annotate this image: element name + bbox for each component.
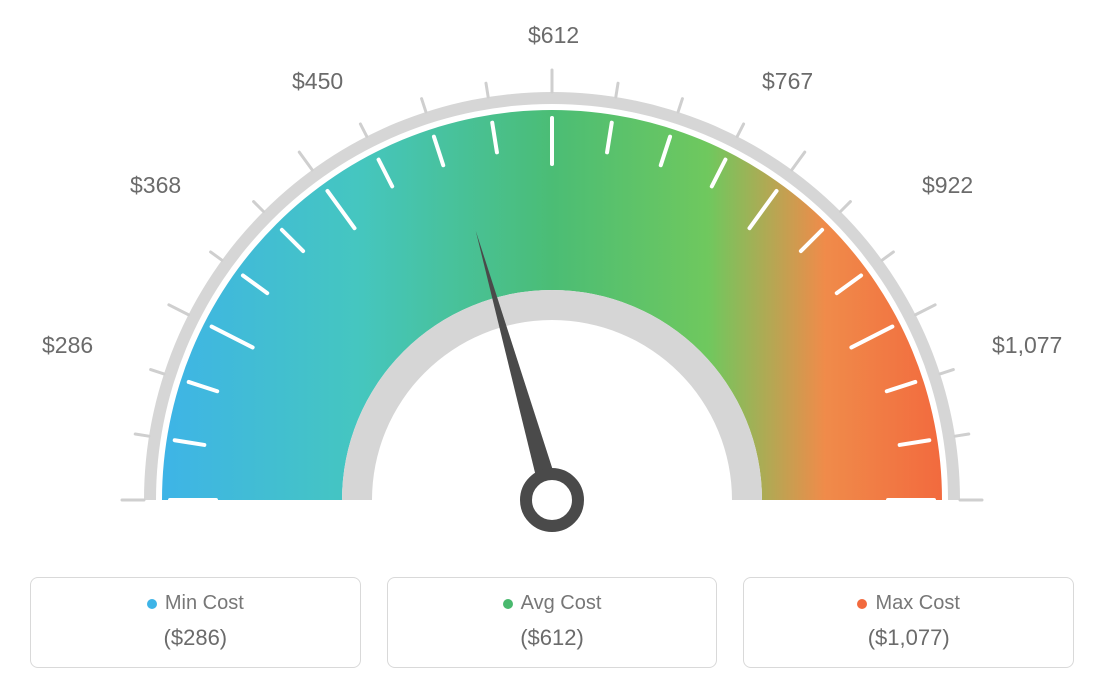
gauge-tick-label: $450 [292,68,343,95]
gauge-tick-label: $286 [42,332,93,359]
gauge-tick-label: $767 [762,68,813,95]
gauge: $286 $368 $450 $612 $767 $922 $1,077 [22,20,1082,580]
legend-min-value: ($286) [41,625,350,651]
legend-min-title: Min Cost [41,592,350,615]
dot-icon [503,599,513,609]
legend-max-title: Max Cost [754,592,1063,615]
gauge-tick-label: $368 [130,172,181,199]
gauge-tick-label: $612 [528,22,579,49]
legend-max-value: ($1,077) [754,625,1063,651]
legend-row: Min Cost ($286) Avg Cost ($612) Max Cost… [30,577,1074,668]
legend-max: Max Cost ($1,077) [743,577,1074,668]
legend-avg-title: Avg Cost [398,592,707,615]
legend-max-label: Max Cost [875,592,959,615]
cost-gauge-chart: $286 $368 $450 $612 $767 $922 $1,077 Min Cost … [0,0,1104,690]
gauge-tick-label: $1,077 [992,332,1062,359]
gauge-svg [22,20,1082,580]
legend-avg-label: Avg Cost [521,592,602,615]
dot-icon [147,599,157,609]
legend-avg: Avg Cost ($612) [387,577,718,668]
dot-icon [857,599,867,609]
gauge-tick-label: $922 [922,172,973,199]
legend-min: Min Cost ($286) [30,577,361,668]
legend-min-label: Min Cost [165,592,244,615]
legend-avg-value: ($612) [398,625,707,651]
